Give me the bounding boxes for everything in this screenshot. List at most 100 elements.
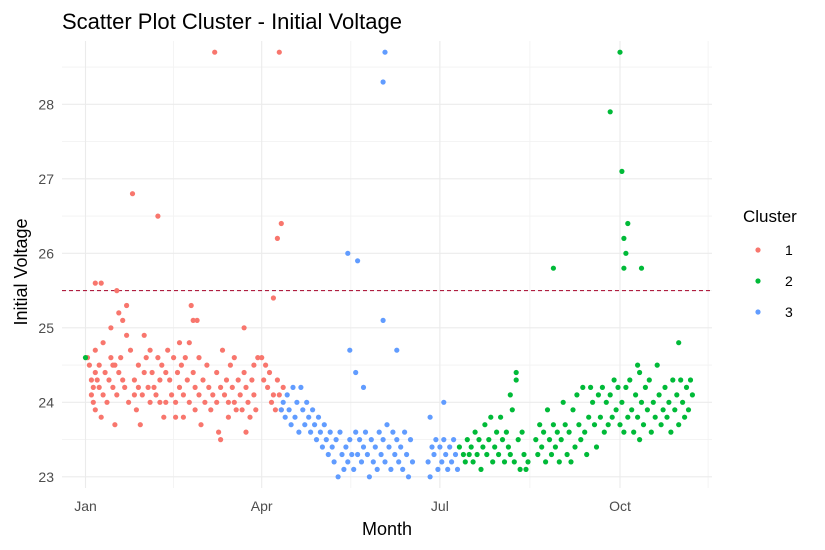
data-point-cluster-3 <box>358 459 365 465</box>
data-point-cluster-2 <box>637 437 643 443</box>
legend-key-3 <box>755 309 761 315</box>
data-point-cluster-3 <box>433 437 439 443</box>
data-point-cluster-3 <box>451 437 457 443</box>
data-point-cluster-2 <box>676 422 682 428</box>
data-point-cluster-2 <box>578 437 584 443</box>
data-point-cluster-3 <box>398 444 404 450</box>
data-point-cluster-1 <box>147 399 153 405</box>
data-point-cluster-2 <box>678 377 684 383</box>
data-point-cluster-1 <box>192 407 198 413</box>
data-point-cluster-3 <box>429 444 435 450</box>
data-point-cluster-1 <box>173 399 179 405</box>
data-point-cluster-3 <box>407 437 414 443</box>
data-point-cluster-1 <box>221 392 228 398</box>
data-point-cluster-1 <box>225 399 231 405</box>
data-point-cluster-2 <box>603 399 609 405</box>
data-point-cluster-1 <box>241 325 247 331</box>
data-point-cluster-3 <box>400 466 406 472</box>
grid <box>62 41 712 488</box>
data-point-cluster-2 <box>607 392 613 398</box>
data-point-cluster-2 <box>586 414 592 420</box>
data-point-cluster-3 <box>331 459 337 465</box>
data-point-cluster-1 <box>141 369 147 376</box>
data-point-cluster-1 <box>202 399 208 405</box>
data-point-cluster-3 <box>384 422 390 428</box>
data-point-cluster-3 <box>370 459 376 465</box>
data-point-cluster-1 <box>108 355 114 361</box>
data-point-cluster-3 <box>278 407 284 413</box>
data-point-cluster-2 <box>687 377 694 383</box>
data-point-cluster-1 <box>231 399 237 405</box>
data-point-cluster-1 <box>276 49 282 55</box>
data-point-cluster-1 <box>223 377 230 383</box>
data-point-cluster-2 <box>570 407 576 413</box>
data-point-cluster-2 <box>509 407 515 413</box>
data-point-cluster-2 <box>564 451 570 458</box>
data-point-cluster-2 <box>654 362 660 368</box>
data-point-cluster-3 <box>323 437 329 443</box>
data-point-cluster-1 <box>124 302 130 309</box>
data-point-cluster-1 <box>280 384 286 390</box>
data-point-cluster-2 <box>511 459 517 465</box>
data-point-cluster-1 <box>188 302 194 309</box>
data-point-cluster-3 <box>329 444 335 450</box>
data-point-cluster-2 <box>617 422 623 428</box>
data-point-cluster-3 <box>300 407 306 413</box>
data-point-cluster-2 <box>623 384 629 390</box>
data-point-cluster-2 <box>574 392 580 398</box>
data-point-cluster-2 <box>656 392 662 398</box>
data-point-cluster-3 <box>396 459 402 465</box>
y-tick-label: 28 <box>38 96 54 112</box>
data-point-cluster-1 <box>247 414 253 420</box>
data-point-cluster-2 <box>535 451 541 458</box>
data-point-cluster-1 <box>200 377 206 383</box>
data-point-cluster-1 <box>116 310 122 316</box>
data-point-cluster-3 <box>349 451 355 458</box>
data-point-cluster-2 <box>523 466 529 472</box>
data-point-cluster-2 <box>646 377 652 383</box>
data-point-cluster-3 <box>302 422 308 428</box>
data-point-cluster-1 <box>131 377 137 383</box>
data-point-cluster-1 <box>237 392 243 398</box>
data-point-cluster-1 <box>186 340 192 346</box>
data-point-cluster-3 <box>372 444 378 450</box>
data-point-cluster-1 <box>127 347 134 353</box>
data-point-cluster-2 <box>601 429 607 435</box>
data-point-cluster-1 <box>114 392 120 398</box>
y-axis-title: Initial Voltage <box>11 218 31 325</box>
data-point-cluster-3 <box>445 466 451 472</box>
data-point-cluster-1 <box>151 384 157 390</box>
data-point-cluster-2 <box>595 392 602 398</box>
data-point-cluster-1 <box>241 369 247 376</box>
data-point-cluster-3 <box>347 347 353 353</box>
data-point-cluster-3 <box>341 466 347 472</box>
data-point-cluster-2 <box>519 429 525 435</box>
data-point-cluster-1 <box>143 355 149 361</box>
data-point-cluster-1 <box>198 422 204 428</box>
data-point-cluster-1 <box>251 362 257 368</box>
data-point-cluster-1 <box>206 384 212 390</box>
data-point-cluster-2 <box>658 422 664 428</box>
data-point-cluster-1 <box>214 369 220 376</box>
data-point-cluster-3 <box>382 459 388 465</box>
data-point-cluster-1 <box>96 384 102 390</box>
data-point-cluster-1 <box>251 392 257 398</box>
data-point-cluster-3 <box>333 437 339 443</box>
data-point-cluster-1 <box>104 399 110 405</box>
data-point-cluster-1 <box>98 280 104 286</box>
data-point-cluster-1 <box>139 392 145 398</box>
data-point-cluster-1 <box>190 369 196 376</box>
data-point-cluster-3 <box>360 384 367 390</box>
data-point-cluster-1 <box>210 392 216 398</box>
data-point-cluster-2 <box>621 429 627 435</box>
data-point-cluster-1 <box>155 355 161 361</box>
data-point-cluster-2 <box>480 444 486 450</box>
data-point-cluster-1 <box>196 355 202 361</box>
data-point-cluster-1 <box>120 377 126 383</box>
data-point-cluster-2 <box>680 399 686 405</box>
data-point-cluster-2 <box>590 399 596 405</box>
data-point-cluster-3 <box>402 429 408 435</box>
data-point-cluster-1 <box>157 377 163 383</box>
data-point-cluster-2 <box>597 414 604 420</box>
